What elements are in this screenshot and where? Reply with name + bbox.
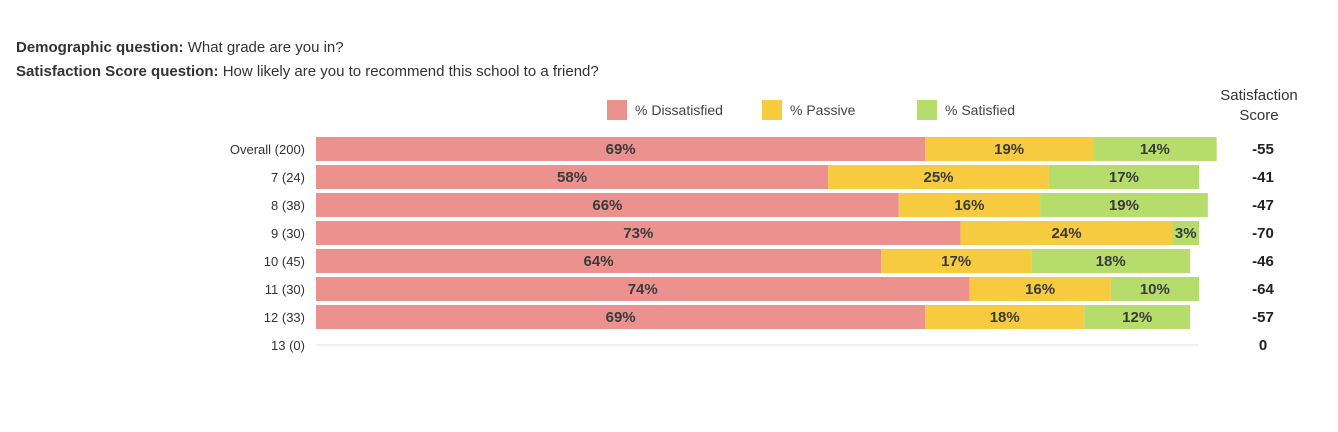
bar-value-label: 66% [592, 197, 622, 214]
bar-segment-1 [828, 165, 1049, 189]
bar-segment-0 [316, 165, 829, 189]
bar-segment-0 [316, 193, 899, 217]
legend-label-0: % Dissatisfied [635, 102, 723, 118]
category-label: 13 (0) [271, 338, 305, 353]
category-label: 7 (24) [271, 170, 305, 185]
bar-segment-0 [316, 305, 926, 329]
satisfaction-score: -70 [1252, 225, 1274, 242]
bar-segment-1 [925, 305, 1085, 329]
bar-segment-2 [1031, 249, 1191, 273]
category-label: 9 (30) [271, 226, 305, 241]
bar-segment-2 [1084, 305, 1191, 329]
bar-segment-2 [1172, 221, 1199, 245]
score-header-line-0: Satisfaction [1220, 87, 1298, 104]
legend-swatch-2 [917, 100, 937, 120]
legend-label-1: % Passive [790, 102, 856, 118]
bar-value-label: 19% [1109, 197, 1139, 214]
bar-value-label: 12% [1122, 309, 1152, 326]
question-block: Demographic question: What grade are you… [16, 36, 599, 84]
bar-value-label: 17% [941, 253, 971, 270]
demographic-question-label: Demographic question: [16, 39, 184, 56]
bar-value-label: 16% [954, 197, 984, 214]
bar-segment-2 [1040, 193, 1208, 217]
bar-segment-1 [925, 137, 1094, 161]
bar-value-label: 74% [628, 281, 658, 298]
bar-value-label: 18% [1096, 253, 1126, 270]
bar-value-label: 16% [1025, 281, 1055, 298]
bar-segment-0 [316, 221, 961, 245]
bar-value-label: 10% [1140, 281, 1170, 298]
bar-segment-1 [881, 249, 1032, 273]
satisfaction-score: -46 [1252, 253, 1274, 270]
bar-segment-2 [1048, 165, 1199, 189]
category-label: Overall (200) [230, 142, 305, 157]
bar-segment-2 [1110, 277, 1199, 301]
bar-value-label: 18% [990, 309, 1020, 326]
bar-value-label: 69% [606, 141, 636, 158]
category-label: 10 (45) [264, 254, 305, 269]
demographic-question-text: What grade are you in? [187, 39, 344, 56]
satisfaction-score: -47 [1252, 197, 1274, 214]
legend-swatch-0 [607, 100, 627, 120]
category-label: 12 (33) [264, 310, 305, 325]
satisfaction-score: -57 [1252, 309, 1274, 326]
bar-segment-1 [898, 193, 1041, 217]
bar-value-label: 58% [557, 169, 587, 186]
bar-value-label: 14% [1140, 141, 1170, 158]
satisfaction-question-label: Satisfaction Score question: [16, 63, 219, 80]
category-label: 11 (30) [265, 282, 305, 297]
legend-label-2: % Satisfied [945, 102, 1015, 118]
satisfaction-score: 0 [1259, 337, 1267, 354]
bar-segment-2 [1093, 137, 1217, 161]
score-header-line-1: Score [1239, 107, 1278, 124]
legend-swatch-1 [762, 100, 782, 120]
bar-segment-1 [960, 221, 1173, 245]
bar-segment-0 [316, 277, 970, 301]
satisfaction-question: Satisfaction Score question: How likely … [16, 60, 599, 84]
satisfaction-score: -41 [1252, 169, 1274, 186]
bar-value-label: 3% [1175, 225, 1197, 242]
bar-value-label: 17% [1109, 169, 1139, 186]
demographic-question: Demographic question: What grade are you… [16, 36, 599, 60]
satisfaction-question-text: How likely are you to recommend this sch… [222, 63, 599, 80]
bar-value-label: 25% [923, 169, 953, 186]
satisfaction-score: -55 [1252, 141, 1274, 158]
bar-value-label: 69% [606, 309, 636, 326]
bar-value-label: 19% [994, 141, 1024, 158]
bar-value-label: 64% [584, 253, 614, 270]
category-label: 8 (38) [271, 198, 305, 213]
bar-segment-0 [316, 137, 926, 161]
bar-segment-0 [316, 249, 882, 273]
bar-value-label: 24% [1052, 225, 1082, 242]
bar-segment-1 [969, 277, 1111, 301]
satisfaction-score: -64 [1252, 281, 1274, 298]
bar-value-label: 73% [623, 225, 653, 242]
